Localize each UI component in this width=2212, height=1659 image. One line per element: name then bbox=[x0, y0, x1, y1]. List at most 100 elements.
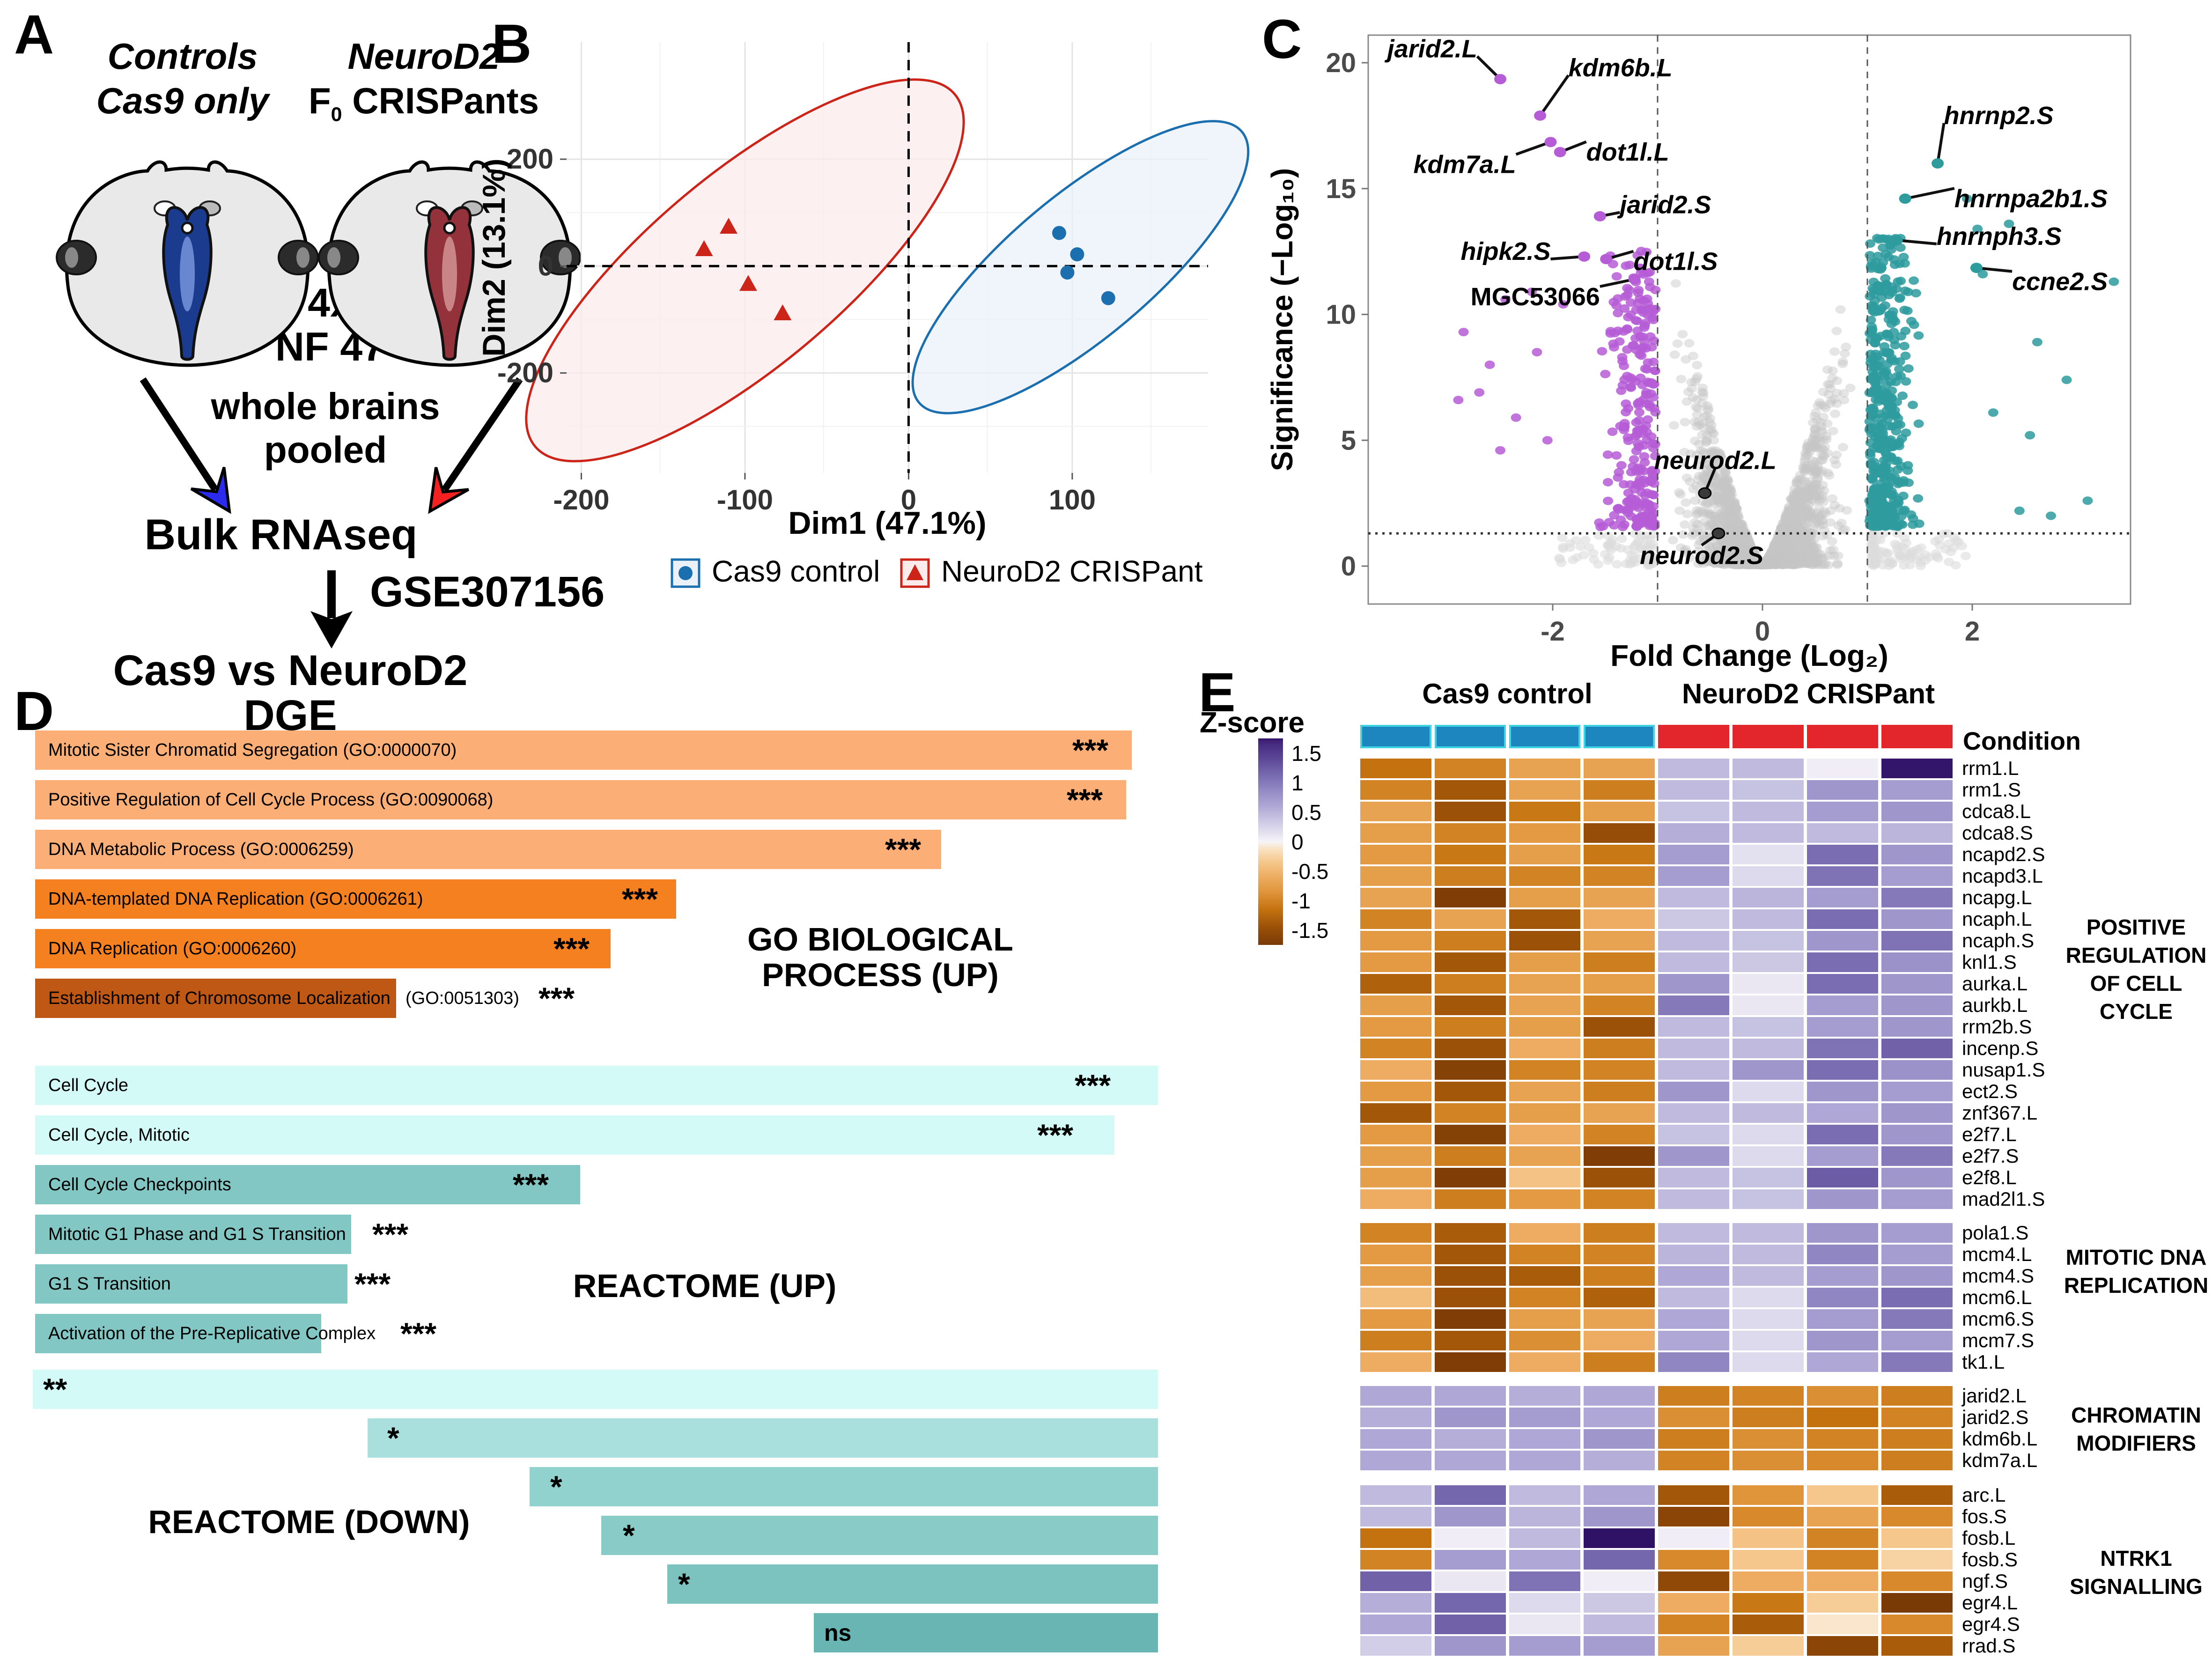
significance-stars: *** bbox=[1067, 782, 1103, 817]
gene-callout: jarid2.L bbox=[1385, 35, 1477, 63]
zscore-tick-label: -0.5 bbox=[1291, 859, 1329, 884]
heatmap-cell bbox=[1360, 995, 1431, 1015]
heatmap-cell bbox=[1733, 1017, 1804, 1037]
heatmap-cell bbox=[1360, 1082, 1431, 1101]
heatmap-cell bbox=[1881, 1352, 1953, 1372]
heatmap-cell bbox=[1881, 974, 1953, 994]
zscore-tick-label: -1 bbox=[1291, 888, 1311, 913]
heatmap-cell bbox=[1658, 931, 1729, 951]
heatmap-cell bbox=[1733, 1615, 1804, 1634]
heatmap-cell bbox=[1807, 1223, 1878, 1243]
heatmap-cell bbox=[1509, 1223, 1580, 1243]
heatmap-cell bbox=[1360, 1060, 1431, 1080]
heatmap-cell bbox=[1435, 1103, 1506, 1123]
heatmap-cell bbox=[1360, 802, 1431, 821]
enrichment-bar bbox=[35, 1165, 580, 1204]
heatmap-cell bbox=[1807, 974, 1878, 994]
gene-label: aurka.L bbox=[1962, 973, 2028, 995]
heatmap-cell bbox=[1658, 1451, 1729, 1470]
heatmap-cell bbox=[1435, 1331, 1506, 1350]
enrichment-bar bbox=[35, 1066, 1158, 1105]
heatmap-cell bbox=[1733, 1125, 1804, 1144]
heatmap-cell bbox=[1807, 1429, 1878, 1449]
heatmap-cell bbox=[1584, 995, 1655, 1015]
heatmap-cell bbox=[1807, 1331, 1878, 1350]
heatmap-cell bbox=[1733, 823, 1804, 843]
heatmap-cell bbox=[1733, 1331, 1804, 1350]
heatmap-cell bbox=[1584, 823, 1655, 843]
gene-label: nusap1.S bbox=[1962, 1059, 2045, 1081]
heatmap-cell bbox=[1733, 1528, 1804, 1548]
heatmap-cell bbox=[1881, 952, 1953, 972]
heatmap-cell bbox=[1584, 1103, 1655, 1123]
heatmap-cell bbox=[1360, 1507, 1431, 1526]
heatmap-cell bbox=[1360, 952, 1431, 972]
bulk-rnaseq-label: Bulk RNAseq bbox=[144, 511, 418, 559]
heatmap-cell bbox=[1881, 866, 1953, 886]
heatmap-cell bbox=[1509, 1550, 1580, 1570]
heatmap-cell bbox=[1360, 1017, 1431, 1037]
heatmap-cell bbox=[1584, 1451, 1655, 1470]
panel-c-label: C bbox=[1262, 8, 1302, 70]
heatmap-cell bbox=[1435, 1571, 1506, 1591]
heatmap-cell bbox=[1435, 780, 1506, 800]
heatmap-cell bbox=[1807, 1146, 1878, 1166]
heatmap-cell bbox=[1733, 1039, 1804, 1058]
heatmap-cell bbox=[1881, 1451, 1953, 1470]
heatmap-cell bbox=[1733, 1485, 1804, 1505]
heatmap-cell bbox=[1509, 1125, 1580, 1144]
enrichment-bar-label: DNA Metabolic Process (GO:0006259) bbox=[48, 840, 354, 859]
gene-label: ncapd2.S bbox=[1962, 843, 2045, 865]
condition-cell bbox=[1658, 725, 1729, 748]
heatmap-cell bbox=[1435, 866, 1506, 886]
heatmap-cell bbox=[1360, 1571, 1431, 1591]
heatmap-cell bbox=[1733, 1593, 1804, 1613]
enrichment-bar bbox=[35, 1264, 347, 1304]
volcano-plot: jarid2.L kdm6b.L kdm7a.L dot1l.L jarid2.S hip… bbox=[1265, 34, 2131, 672]
heatmap-cell bbox=[1881, 759, 1953, 778]
gene-label: incenp.S bbox=[1962, 1037, 2039, 1059]
enrichment-bar-label: Mitotic Sister Chromatid Segregation (GO… bbox=[48, 740, 457, 760]
enrichment-bar bbox=[33, 1370, 1158, 1409]
heatmap-cell bbox=[1435, 1408, 1506, 1427]
zscore-colorbar bbox=[1258, 738, 1283, 945]
heatmap-cell bbox=[1881, 995, 1953, 1015]
heatmap-cell bbox=[1881, 1550, 1953, 1570]
heatmap-cell bbox=[1435, 1429, 1506, 1449]
gene-label: knl1.S bbox=[1962, 951, 2017, 973]
heatmap-cell bbox=[1509, 845, 1580, 864]
heatmap-cell bbox=[1881, 1103, 1953, 1123]
heatmap-cell bbox=[1807, 1636, 1878, 1656]
x-axis-title: Fold Change (Log₂) bbox=[1610, 639, 1888, 672]
significance-stars: *** bbox=[513, 1167, 549, 1202]
heatmap-cell bbox=[1360, 1386, 1431, 1406]
gene-label: e2f7.S bbox=[1962, 1145, 2019, 1167]
heatmap-cell bbox=[1658, 1189, 1729, 1209]
heatmap-cell bbox=[1435, 1060, 1506, 1080]
heatmap-cell bbox=[1733, 780, 1804, 800]
heatmap-cell bbox=[1807, 1168, 1878, 1187]
heatmap-cell bbox=[1881, 845, 1953, 864]
heatmap-cell bbox=[1881, 1593, 1953, 1613]
gene-callout: hnrnph3.S bbox=[1937, 222, 2062, 251]
heatmap-cell bbox=[1435, 1168, 1506, 1187]
enrichment-bar-label: Cell Cycle Checkpoints bbox=[48, 1175, 231, 1194]
gene-label: rrad.S bbox=[1962, 1635, 2016, 1657]
gene-label: ncaph.L bbox=[1962, 908, 2032, 930]
heatmap-cell bbox=[1360, 1146, 1431, 1166]
heatmap-cell bbox=[1658, 1386, 1729, 1406]
heatmap-cell bbox=[1881, 1485, 1953, 1505]
heatmap-cell bbox=[1360, 1352, 1431, 1372]
heatmap-cell bbox=[1658, 909, 1729, 929]
pca-points-crispant bbox=[695, 218, 792, 320]
svg-text:5: 5 bbox=[1341, 425, 1356, 456]
heatmap-cell bbox=[1360, 780, 1431, 800]
svg-text:10: 10 bbox=[1326, 300, 1356, 330]
heatmap-cell bbox=[1509, 995, 1580, 1015]
heatmap-cell bbox=[1509, 866, 1580, 886]
tadpole-brain bbox=[424, 206, 475, 361]
heatmap-cell bbox=[1435, 974, 1506, 994]
plot-border bbox=[1367, 34, 2131, 605]
gene-label: e2f7.L bbox=[1962, 1123, 2017, 1145]
